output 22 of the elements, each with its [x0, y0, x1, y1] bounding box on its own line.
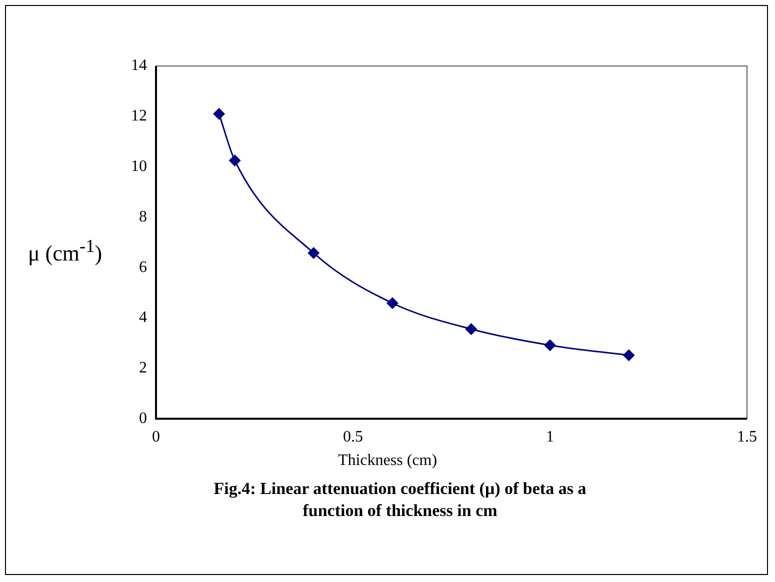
- point: [622, 349, 635, 362]
- y-axis-title: μ (cm$^{-1}$): [28, 236, 102, 266]
- x-tick-label: 1: [546, 428, 554, 446]
- x-tick-label: 1.5: [737, 428, 757, 446]
- point: [308, 246, 320, 259]
- y-tick-label: 10: [131, 158, 147, 176]
- y-tick-label: 4: [139, 309, 147, 326]
- x-tick-label: 0: [152, 428, 160, 446]
- y-tick-label: 14: [131, 57, 147, 74]
- point: [213, 108, 226, 120]
- text: Fig.4: Linear attenuation coefficient (μ) of beta as a function of thickness in cm: [212, 478, 588, 522]
- x-tick-label: 0.5: [343, 428, 363, 446]
- y-tick-label: 2: [139, 360, 147, 377]
- y-tick-label: 8: [139, 208, 147, 226]
- y-tick-label: 6: [139, 258, 147, 276]
- x-axis-title: Thickness (cm): [336, 452, 438, 470]
- y-tick-label: 12: [131, 108, 147, 125]
- point: [544, 339, 556, 352]
- point: [465, 323, 478, 336]
- point: [228, 154, 241, 166]
- point: [386, 297, 398, 310]
- y-tick-label: 0: [139, 410, 147, 428]
